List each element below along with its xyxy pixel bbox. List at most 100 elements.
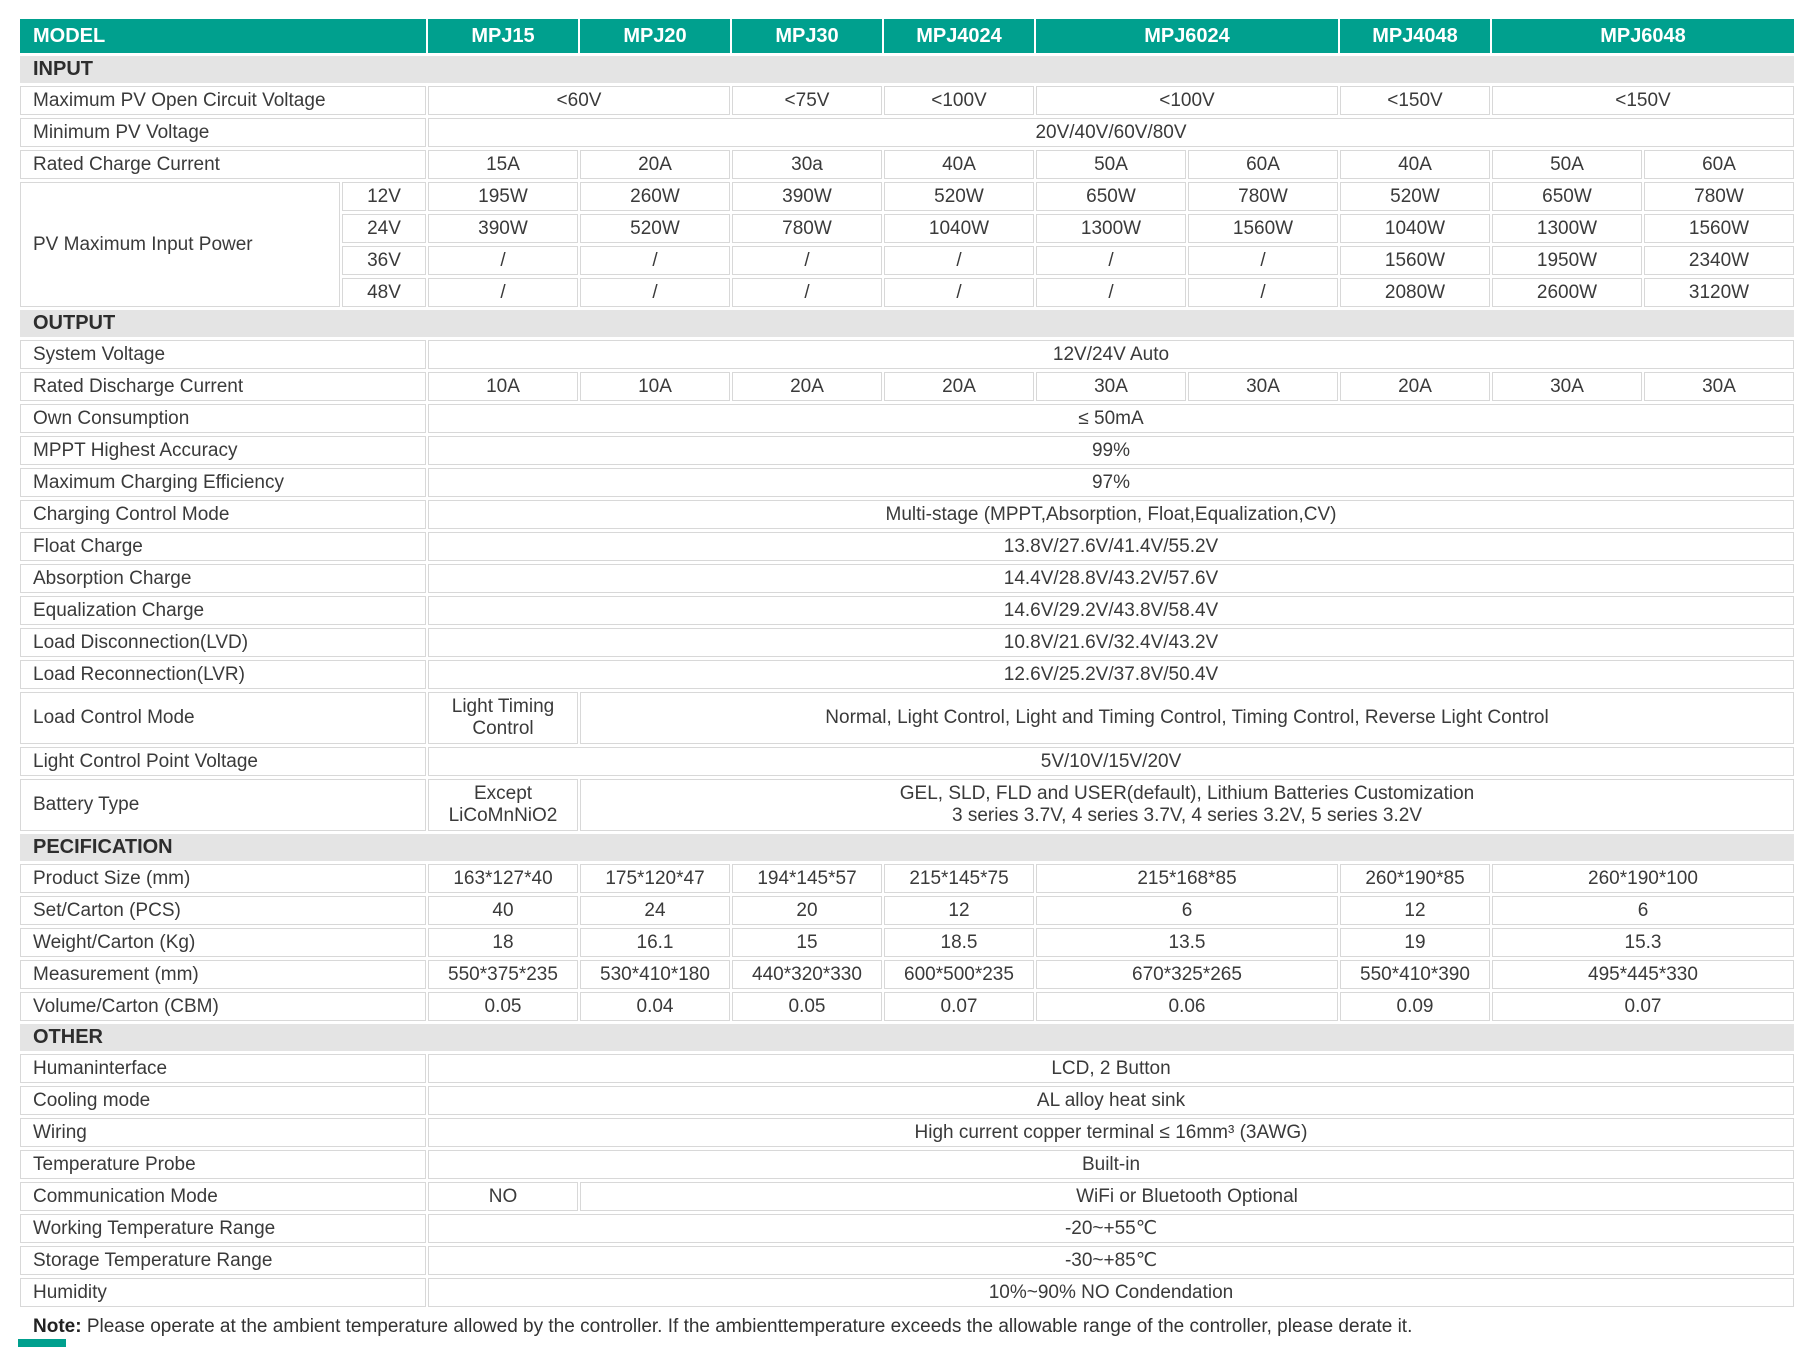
cell-value: 6 <box>1036 896 1338 925</box>
cell-value: 20A <box>884 372 1034 401</box>
cell-value: 6 <box>1492 896 1794 925</box>
cell-value: 520W <box>580 214 730 243</box>
cell-value: 1950W <box>1492 246 1642 275</box>
column-header: MPJ4024 <box>884 19 1034 53</box>
column-header: MPJ15 <box>428 19 578 53</box>
cell-value: WiFi or Bluetooth Optional <box>580 1182 1794 1211</box>
cell-value: 18 <box>428 928 578 957</box>
row-label: Product Size (mm) <box>20 864 426 893</box>
cell-value: 0.05 <box>732 992 882 1021</box>
cell-value: 1560W <box>1340 246 1490 275</box>
cell-value: 780W <box>1188 182 1338 211</box>
note-label: Note: <box>33 1316 82 1337</box>
table-row: Humaninterface LCD, 2 Button <box>20 1054 1794 1083</box>
row-label: Load Disconnection(LVD) <box>20 628 426 657</box>
cell-value: 650W <box>1492 182 1642 211</box>
cell-value: 20A <box>732 372 882 401</box>
cell-value: 1040W <box>1340 214 1490 243</box>
row-label: Load Control Mode <box>20 692 426 744</box>
cell-value: 20V/40V/60V/80V <box>428 118 1794 147</box>
section-title: INPUT <box>20 56 1794 83</box>
table-row: Storage Temperature Range -30~+85℃ <box>20 1246 1794 1275</box>
cell-value: <100V <box>1036 86 1338 115</box>
table-row: Temperature Probe Built-in <box>20 1150 1794 1179</box>
cell-value: 40 <box>428 896 578 925</box>
cell-value: 30a <box>732 150 882 179</box>
cell-value: High current copper terminal ≤ 16mm³ (3A… <box>428 1118 1794 1147</box>
cell-value: 40A <box>1340 150 1490 179</box>
cell-value: 0.07 <box>1492 992 1794 1021</box>
cell-value: 194*145*57 <box>732 864 882 893</box>
row-sub-label: 24V <box>342 214 426 243</box>
row-sub-label: 12V <box>342 182 426 211</box>
cell-value: 2340W <box>1644 246 1794 275</box>
cell-value: 40A <box>884 150 1034 179</box>
cell-value: 14.4V/28.8V/43.2V/57.6V <box>428 564 1794 593</box>
table-row: Set/Carton (PCS) 40 24 20 12 6 12 6 <box>20 896 1794 925</box>
row-label: Battery Type <box>20 779 426 831</box>
cell-value: 60A <box>1644 150 1794 179</box>
cell-value: <150V <box>1492 86 1794 115</box>
cell-value: / <box>428 278 578 307</box>
row-label: Float Charge <box>20 532 426 561</box>
table-row: Communication Mode NO WiFi or Bluetooth Op… <box>20 1182 1794 1211</box>
cell-value: 20A <box>580 150 730 179</box>
cell-value: -30~+85℃ <box>428 1246 1794 1275</box>
column-header: MPJ20 <box>580 19 730 53</box>
cell-value: / <box>428 246 578 275</box>
section-title: OTHER <box>20 1024 1794 1051</box>
table-row: Maximum Charging Efficiency 97% <box>20 468 1794 497</box>
cell-value: 15A <box>428 150 578 179</box>
cell-value: 12V/24V Auto <box>428 340 1794 369</box>
cell-value: 10A <box>580 372 730 401</box>
cell-value: 0.09 <box>1340 992 1490 1021</box>
table-row: Working Temperature Range -20~+55℃ <box>20 1214 1794 1243</box>
cell-value: 24 <box>580 896 730 925</box>
cell-value: 0.06 <box>1036 992 1338 1021</box>
cell-value: Except LiCoMnNiO2 <box>428 779 578 831</box>
note-text: Please operate at the ambient temperatur… <box>81 1316 1413 1337</box>
cell-value: 260*190*100 <box>1492 864 1794 893</box>
cell-value: 520W <box>884 182 1034 211</box>
table-row: Maximum PV Open Circuit Voltage <60V <75V <… <box>20 86 1794 115</box>
cell-value: 495*445*330 <box>1492 960 1794 989</box>
cell-value: 175*120*47 <box>580 864 730 893</box>
cell-value: / <box>1036 246 1186 275</box>
cell-value: Light Timing Control <box>428 692 578 744</box>
cell-value: 440*320*330 <box>732 960 882 989</box>
cell-value: 1300W <box>1492 214 1642 243</box>
cell-value: AL alloy heat sink <box>428 1086 1794 1115</box>
row-sub-label: 48V <box>342 278 426 307</box>
cell-value: 30A <box>1644 372 1794 401</box>
row-label: Humaninterface <box>20 1054 426 1083</box>
table-row: Absorption Charge 14.4V/28.8V/43.2V/57.6V <box>20 564 1794 593</box>
row-label: Working Temperature Range <box>20 1214 426 1243</box>
section-row: OUTPUT <box>20 310 1794 337</box>
cell-value: 12.6V/25.2V/37.8V/50.4V <box>428 660 1794 689</box>
cell-value: 0.07 <box>884 992 1034 1021</box>
model-header-row: MODEL MPJ15 MPJ20 MPJ30 MPJ4024 MPJ6024 MPJ404… <box>20 19 1794 53</box>
cell-value: 260*190*85 <box>1340 864 1490 893</box>
spec-table: MODEL MPJ15 MPJ20 MPJ30 MPJ4024 MPJ6024 MPJ404… <box>18 16 1796 1310</box>
cell-value: 5V/10V/15V/20V <box>428 747 1794 776</box>
column-header: MPJ30 <box>732 19 882 53</box>
table-row: Product Size (mm) 163*127*40 175*120*47 194… <box>20 864 1794 893</box>
cell-value: / <box>1188 246 1338 275</box>
row-label: Own Consumption <box>20 404 426 433</box>
table-row: Load Control Mode Light Timing Control Nor… <box>20 692 1794 744</box>
bottom-accent-bar <box>18 1339 66 1347</box>
cell-value: 2080W <box>1340 278 1490 307</box>
section-title: OUTPUT <box>20 310 1794 337</box>
row-label: MPPT Highest Accuracy <box>20 436 426 465</box>
row-label: PV Maximum Input Power <box>20 182 340 307</box>
table-row: Wiring High current copper terminal ≤ 16m… <box>20 1118 1794 1147</box>
cell-value: / <box>1188 278 1338 307</box>
cell-value: 10A <box>428 372 578 401</box>
cell-value: 1560W <box>1644 214 1794 243</box>
cell-value: 530*410*180 <box>580 960 730 989</box>
cell-value: 1040W <box>884 214 1034 243</box>
cell-value: 20 <box>732 896 882 925</box>
section-title: PECIFICATION <box>20 834 1794 861</box>
cell-value: Built-in <box>428 1150 1794 1179</box>
cell-value: / <box>732 246 882 275</box>
